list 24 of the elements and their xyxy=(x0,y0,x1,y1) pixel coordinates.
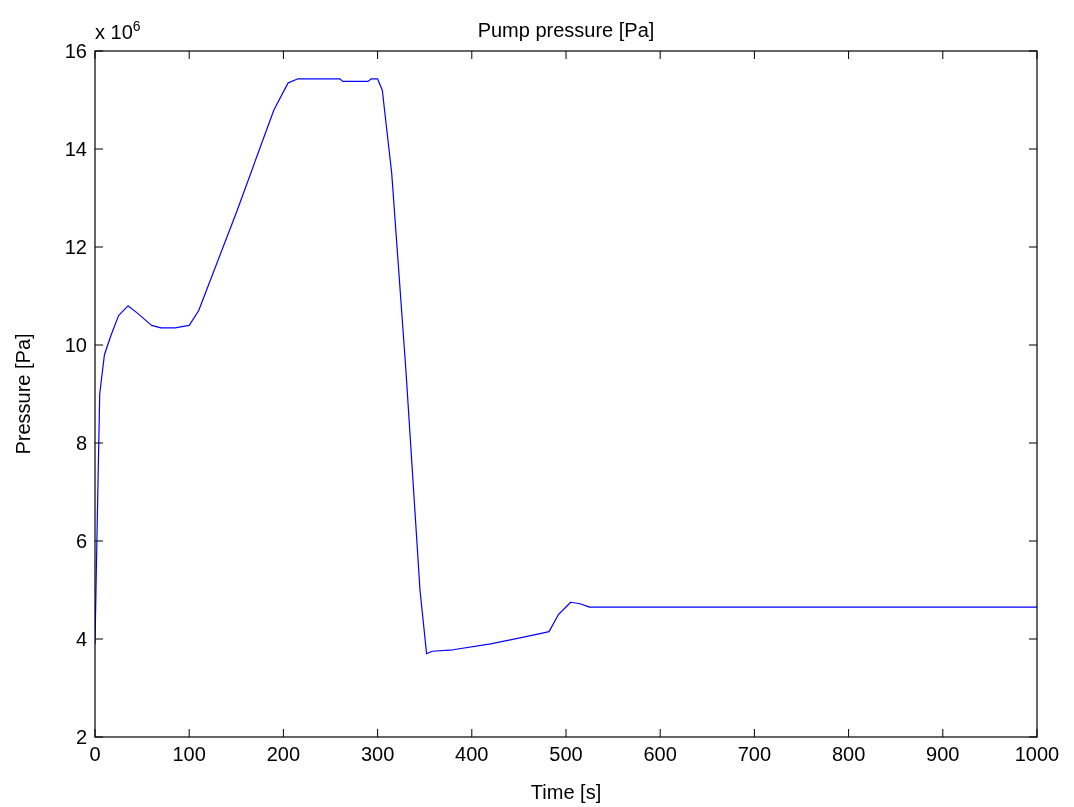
x-tick-label: 200 xyxy=(266,743,301,765)
y-tick-label: 2 xyxy=(75,726,87,748)
x-tick-label: 0 xyxy=(89,743,101,765)
x-tick-label: 900 xyxy=(926,743,960,765)
x-tick-label: 800 xyxy=(831,743,866,765)
text: x 10$^{6}$ xyxy=(95,18,141,43)
y-tick-label: 8 xyxy=(75,432,87,454)
y-tick-label: 6 xyxy=(75,530,87,552)
y-tick-label: 12 xyxy=(64,236,87,258)
chart-title: Pump pressure [Pa] xyxy=(477,19,655,41)
x-tick-label: 600 xyxy=(643,743,677,765)
y-tick-label: 16 xyxy=(64,40,87,62)
x-tick-label: 100 xyxy=(172,743,206,765)
x-tick-label: 300 xyxy=(360,743,395,765)
x-tick-label: 500 xyxy=(549,743,583,765)
x-tick-label: 700 xyxy=(737,743,772,765)
y-tick-label: 10 xyxy=(64,334,87,356)
y-axis-title: Pressure [Pa] xyxy=(12,333,34,455)
x-axis-title: Time [s] xyxy=(530,781,602,803)
y-tick-label: 14 xyxy=(64,138,87,160)
y-tick-label: 4 xyxy=(75,628,87,650)
x-tick-label: 400 xyxy=(455,743,489,765)
line-series xyxy=(95,78,1037,655)
x-tick-label: 1000 xyxy=(1014,743,1060,765)
